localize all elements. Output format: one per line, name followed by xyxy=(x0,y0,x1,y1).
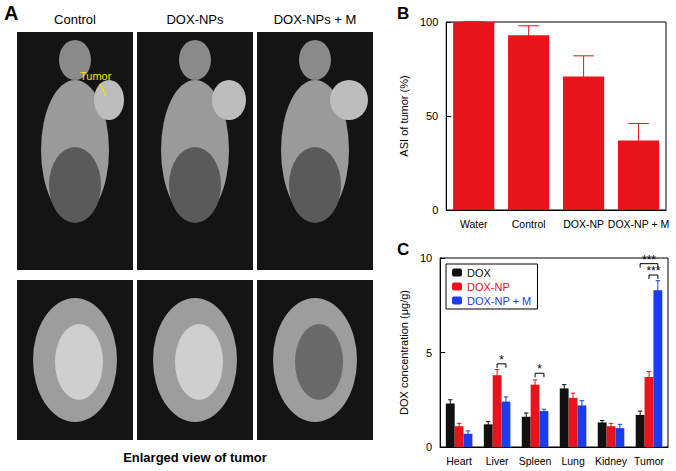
svg-text:DOX concentration (μg/g): DOX concentration (μg/g) xyxy=(398,290,410,415)
svg-text:DOX-NP + M: DOX-NP + M xyxy=(467,295,531,307)
svg-text:*: * xyxy=(499,353,504,367)
svg-text:Tumor: Tumor xyxy=(80,70,112,82)
svg-text:100: 100 xyxy=(420,16,438,28)
svg-text:Water: Water xyxy=(460,218,488,230)
svg-text:Spleen: Spleen xyxy=(519,455,552,467)
svg-text:DOX-NP: DOX-NP xyxy=(563,218,604,230)
svg-text:Heart: Heart xyxy=(446,455,472,467)
svg-text:DOX-NPs: DOX-NPs xyxy=(166,12,224,27)
svg-text:Control: Control xyxy=(54,12,96,27)
svg-text:C: C xyxy=(397,240,409,259)
svg-text:***: *** xyxy=(646,264,660,278)
svg-text:Enlarged view of tumor: Enlarged view of tumor xyxy=(123,450,267,465)
svg-text:0: 0 xyxy=(432,204,438,216)
svg-text:10: 10 xyxy=(420,252,432,264)
svg-text:Tumor: Tumor xyxy=(634,455,664,467)
svg-text:5: 5 xyxy=(426,347,432,359)
svg-text:Lung: Lung xyxy=(561,455,585,467)
svg-text:Control: Control xyxy=(512,218,546,230)
svg-text:0: 0 xyxy=(426,441,432,453)
svg-text:B: B xyxy=(397,4,409,23)
svg-text:50: 50 xyxy=(426,110,438,122)
svg-text:DOX: DOX xyxy=(467,267,492,279)
svg-text:*: * xyxy=(537,362,542,376)
svg-text:ASI of tumor (%): ASI of tumor (%) xyxy=(398,75,410,156)
svg-text:DOX-NP + M: DOX-NP + M xyxy=(608,218,669,230)
svg-text:DOX-NPs + M: DOX-NPs + M xyxy=(274,12,357,27)
svg-text:DOX-NP: DOX-NP xyxy=(467,281,510,293)
svg-text:A: A xyxy=(4,2,18,24)
svg-text:Liver: Liver xyxy=(486,455,509,467)
svg-text:Kidney: Kidney xyxy=(595,455,628,467)
